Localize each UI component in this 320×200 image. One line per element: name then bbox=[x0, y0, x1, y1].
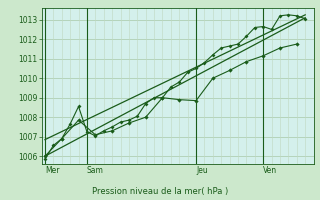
Text: Jeu: Jeu bbox=[196, 166, 208, 175]
Text: Ven: Ven bbox=[263, 166, 277, 175]
Text: Mer: Mer bbox=[45, 166, 60, 175]
Text: Pression niveau de la mer( hPa ): Pression niveau de la mer( hPa ) bbox=[92, 187, 228, 196]
Text: Sam: Sam bbox=[87, 166, 104, 175]
